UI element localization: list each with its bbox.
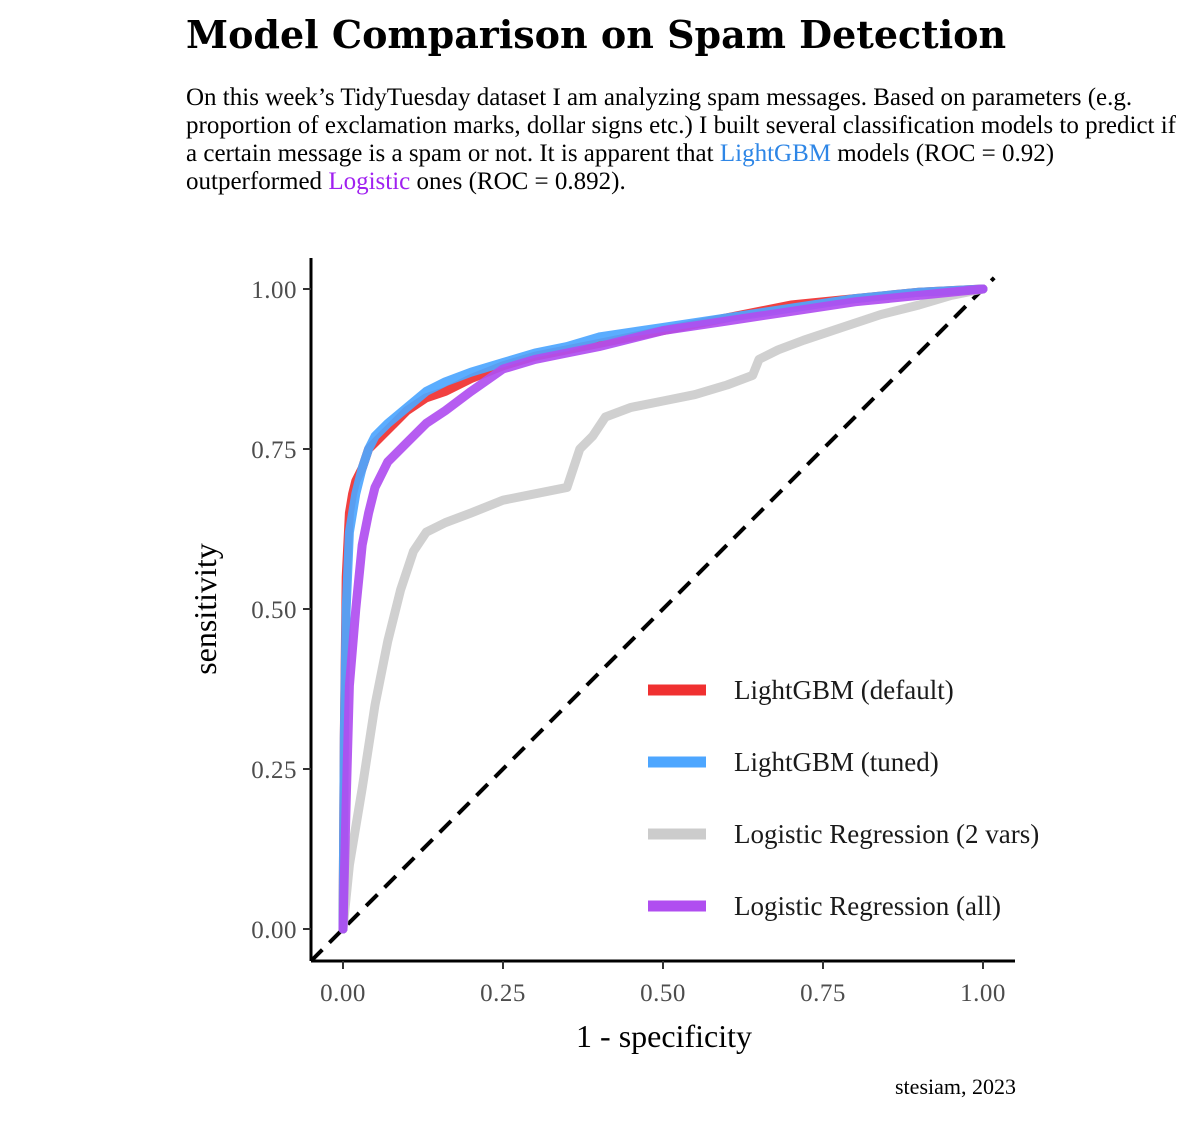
- y-tick-label: 0.75: [251, 437, 297, 464]
- subtitle-text-2: models (ROC = 0.92) outperformed: [186, 140, 1055, 195]
- reference-diagonal: [309, 276, 996, 963]
- subtitle-highlight-lightgbm: LightGBM: [719, 140, 831, 167]
- y-tick-label: 0.00: [251, 917, 297, 944]
- series-lines: [338, 284, 988, 934]
- axes: 0.00 0.25 0.50 0.75 1.00 0.00 0.25 0.50 0.75 1.00: [251, 258, 1015, 1007]
- legend-label-1: LightGBM (tuned): [734, 747, 939, 777]
- legend-label-0: LightGBM (default): [734, 675, 954, 705]
- chart-title: Model Comparison on Spam Detection: [186, 12, 1007, 57]
- x-tick-label: 0.75: [800, 980, 846, 1007]
- x-axis-title: 1 - specificity: [576, 1018, 752, 1054]
- reference-diagonal-line: [309, 276, 996, 963]
- x-tick-label: 0.50: [640, 980, 686, 1007]
- x-tick-label: 0.00: [320, 980, 366, 1007]
- subtitle-text-1: On this week’s TidyTuesday dataset I am …: [186, 84, 1177, 167]
- series-line-2: [338, 284, 988, 934]
- subtitle-highlight-logistic: Logistic: [328, 168, 411, 195]
- x-tick-label: 1.00: [960, 980, 1006, 1007]
- legend-label-2: Logistic Regression (2 vars): [734, 819, 1039, 849]
- legend-label-3: Logistic Regression (all): [734, 891, 1001, 921]
- y-tick-label: 0.50: [251, 597, 297, 624]
- caption: stesiam, 2023: [895, 1074, 1016, 1099]
- legend: LightGBM (default) LightGBM (tuned) Logist…: [648, 675, 1039, 921]
- y-tick-label: 0.25: [251, 757, 297, 784]
- subtitle-text-3: ones (ROC = 0.892).: [410, 168, 626, 195]
- y-tick-label: 1.00: [251, 277, 297, 304]
- x-tick-label: 0.25: [480, 980, 526, 1007]
- series-line-3: [338, 284, 988, 934]
- chart-subtitle: On this week’s TidyTuesday dataset I am …: [186, 84, 1186, 196]
- y-axis-title: sensitivity: [187, 543, 223, 675]
